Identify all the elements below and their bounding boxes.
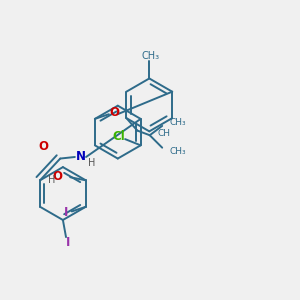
Text: H: H — [48, 175, 55, 185]
Text: H: H — [88, 158, 95, 168]
Text: CH: CH — [158, 129, 170, 138]
Text: CH₃: CH₃ — [142, 51, 160, 61]
Text: N: N — [75, 151, 85, 164]
Text: O: O — [110, 106, 119, 119]
Text: O: O — [52, 170, 62, 183]
Text: I: I — [63, 206, 68, 220]
Text: O: O — [38, 140, 48, 153]
Text: Cl: Cl — [112, 130, 124, 143]
Text: CH₃: CH₃ — [170, 147, 187, 156]
Text: CH₃: CH₃ — [170, 118, 187, 127]
Text: I: I — [65, 236, 70, 249]
